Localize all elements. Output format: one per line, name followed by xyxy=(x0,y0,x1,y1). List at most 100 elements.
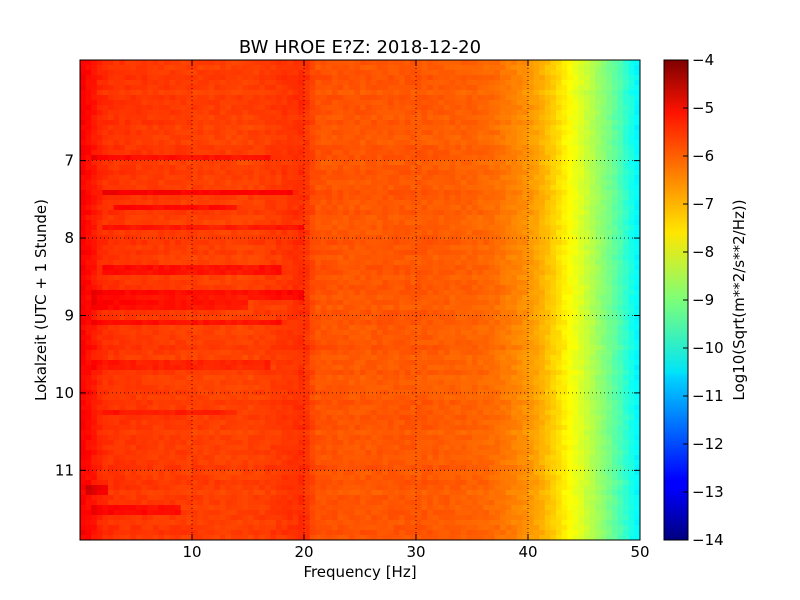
heatmap-cell xyxy=(544,180,551,186)
heatmap-cell xyxy=(556,240,563,246)
heatmap-cell xyxy=(180,235,187,241)
heatmap-cell xyxy=(488,110,495,116)
heatmap-cell xyxy=(410,295,417,301)
heatmap-cell xyxy=(119,200,126,206)
heatmap-cell xyxy=(259,230,266,236)
heatmap-cell xyxy=(416,120,423,126)
heatmap-cell xyxy=(348,160,355,166)
heatmap-cell xyxy=(404,200,411,206)
heatmap-cell xyxy=(628,120,635,126)
heatmap-cell xyxy=(276,165,283,171)
heatmap-cell xyxy=(270,185,277,191)
heatmap-cell xyxy=(589,255,596,261)
heatmap-cell xyxy=(539,255,546,261)
heatmap-cell xyxy=(612,110,619,116)
heatmap-cell xyxy=(197,200,204,206)
heatmap-cell xyxy=(444,180,451,186)
heatmap-cell xyxy=(113,270,120,276)
heatmap-cell xyxy=(248,230,255,236)
heatmap-cell xyxy=(528,160,535,166)
heatmap-cell xyxy=(494,285,501,291)
heatmap-cell xyxy=(169,190,176,196)
heatmap-cell xyxy=(488,280,495,286)
heatmap-cell xyxy=(617,250,624,256)
heatmap-cell xyxy=(281,85,288,91)
heatmap-cell xyxy=(315,255,322,261)
heatmap-cell xyxy=(410,270,417,276)
heatmap-cell xyxy=(589,150,596,156)
heatmap-cell xyxy=(186,190,193,196)
heatmap-cell xyxy=(416,135,423,141)
heatmap-cell xyxy=(516,185,523,191)
heatmap-cell xyxy=(248,285,255,291)
heatmap-cell xyxy=(421,275,428,281)
heatmap-cell xyxy=(522,165,529,171)
heatmap-cell xyxy=(208,130,215,136)
heatmap-cell xyxy=(589,220,596,226)
heatmap-cell xyxy=(533,260,540,266)
heatmap-cell xyxy=(505,275,512,281)
heatmap-cell xyxy=(460,210,467,216)
heatmap-cell xyxy=(533,165,540,171)
heatmap-cell xyxy=(628,75,635,81)
heatmap-cell xyxy=(432,235,439,241)
heatmap-cell xyxy=(225,250,232,256)
heatmap-cell xyxy=(371,65,378,71)
heatmap-cell xyxy=(96,150,103,156)
heatmap-cell xyxy=(175,305,182,311)
heatmap-cell xyxy=(438,120,445,126)
heatmap-cell xyxy=(511,85,518,91)
heatmap-cell xyxy=(533,155,540,161)
heatmap-cell xyxy=(634,180,640,186)
heatmap-cell xyxy=(606,285,613,291)
heatmap-cell xyxy=(388,150,395,156)
heatmap-cell xyxy=(130,100,137,106)
heatmap-cell xyxy=(399,60,406,66)
heatmap-cell xyxy=(175,245,182,251)
heatmap-cell xyxy=(304,135,311,141)
heatmap-cell xyxy=(292,210,299,216)
heatmap-cell xyxy=(449,175,456,181)
heatmap-cell xyxy=(292,195,299,201)
heatmap-cell xyxy=(399,230,406,236)
heatmap-cell xyxy=(220,300,227,306)
heatmap-cell xyxy=(203,230,210,236)
heatmap-cell xyxy=(399,90,406,96)
heatmap-cell xyxy=(214,260,221,266)
heatmap-cell xyxy=(634,250,640,256)
heatmap-cell xyxy=(124,190,131,196)
heatmap-cell xyxy=(164,105,171,111)
heatmap-cell xyxy=(578,100,585,106)
heatmap-cell xyxy=(91,115,98,121)
heatmap-cell xyxy=(595,295,602,301)
heatmap-cell xyxy=(483,280,490,286)
heatmap-cell xyxy=(102,295,109,301)
heatmap-cell xyxy=(528,145,535,151)
heatmap-cell xyxy=(404,120,411,126)
heatmap-cell xyxy=(315,305,322,311)
heatmap-cell xyxy=(214,300,221,306)
heatmap-cell xyxy=(612,260,619,266)
heatmap-cell xyxy=(175,285,182,291)
heatmap-cell xyxy=(304,300,311,306)
heatmap-cell xyxy=(522,120,529,126)
heatmap-cell xyxy=(421,90,428,96)
heatmap-cell xyxy=(404,285,411,291)
heatmap-cell xyxy=(242,100,249,106)
heatmap-cell xyxy=(466,305,473,311)
heatmap-cell xyxy=(572,295,579,301)
heatmap-cell xyxy=(169,305,176,311)
heatmap-cell xyxy=(152,120,159,126)
heatmap-cell xyxy=(287,165,294,171)
heatmap-cell xyxy=(483,125,490,131)
heatmap-cell xyxy=(270,140,277,146)
heatmap-cell xyxy=(388,295,395,301)
heatmap-cell xyxy=(595,70,602,76)
heatmap-cell xyxy=(270,265,277,271)
heatmap-cell xyxy=(113,210,120,216)
heatmap-cell xyxy=(152,210,159,216)
heatmap-cell xyxy=(550,295,557,301)
heatmap-cell xyxy=(231,245,238,251)
heatmap-cell xyxy=(421,150,428,156)
heatmap-cell xyxy=(287,245,294,251)
